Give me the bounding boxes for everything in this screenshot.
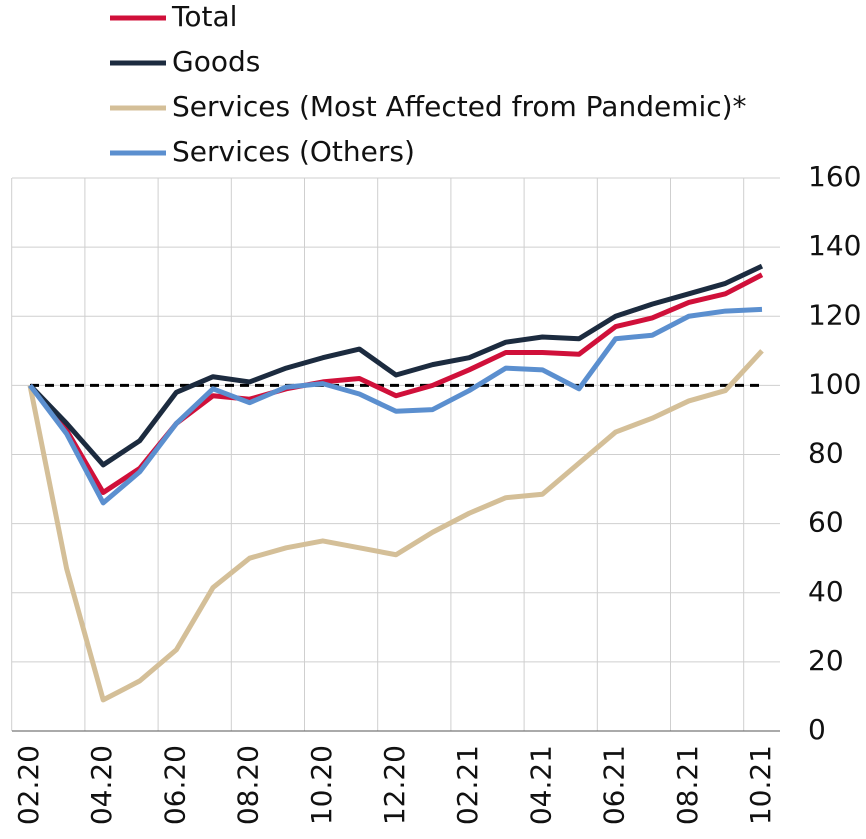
y-tick-label: 60 [808,506,844,539]
y-tick-label: 120 [808,298,861,331]
series-line [27,349,764,703]
legend-label: Services (Most Affected from Pandemic)* [172,90,747,123]
y-tick-label: 80 [808,437,844,470]
legend-label: Goods [172,45,260,78]
x-tick-label: 06.20 [158,745,191,825]
legend-label: Services (Others) [172,135,415,168]
x-tick-label: 02.20 [12,745,45,825]
y-tick-label: 140 [808,229,861,262]
y-tick-label: 40 [808,575,844,608]
y-tick-label: 160 [808,160,861,193]
y-tick-label: 0 [808,713,826,746]
legend-label: Total [171,0,237,33]
x-tick-label: 02.21 [451,745,484,825]
series-line [28,272,764,496]
x-tick-label: 08.21 [671,745,704,825]
y-tick-label: 20 [808,644,844,677]
x-tick-label: 10.21 [744,745,777,825]
y-tick-label: 100 [808,367,861,400]
series-line [28,263,764,468]
x-tick-label: 10.20 [305,745,338,825]
x-tick-label: 08.20 [232,745,265,825]
x-tick-label: 06.21 [598,745,631,825]
x-tick-label: 04.21 [524,745,557,825]
x-tick-label: 04.20 [85,745,118,825]
x-tick-label: 12.20 [378,745,411,825]
series-line [28,306,763,506]
